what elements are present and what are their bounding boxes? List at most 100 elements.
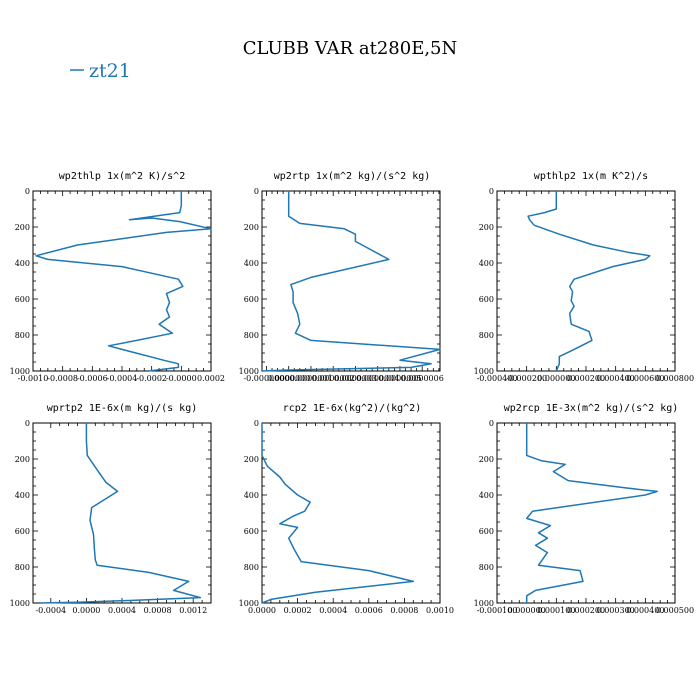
y-tick-label: 600 <box>15 527 30 536</box>
x-tick-label: 0.0004 <box>319 606 347 615</box>
x-tick-label: -0.0004 <box>107 374 138 383</box>
panel-title: rcp2 1E-6x(kg^2)/(kg^2) <box>283 403 421 414</box>
plot-frame <box>261 422 441 604</box>
x-tick-label: 0.0000000 <box>267 374 310 383</box>
y-tick-label: 400 <box>479 491 494 500</box>
x-tick-label: -0.0006 <box>77 374 108 383</box>
panel-6: wp2rcp 1E-3x(m^2 kg)/(s^2 kg) 0 200 400 600 8… <box>474 403 694 615</box>
x-tick-label: 0.0002 <box>284 606 312 615</box>
y-tick-label: 200 <box>244 223 259 232</box>
x-tick-label: 0.000800 <box>656 374 694 383</box>
x-tick-label: -0.000400 <box>477 374 518 383</box>
series-line <box>261 191 441 372</box>
panel-2: wp2rtp 1x(m^2 kg)/(s^2 kg) 0 200 400 600 800 1… <box>239 171 444 383</box>
y-tick-label: 800 <box>244 331 259 340</box>
x-tick-label: 0.0006 <box>355 606 383 615</box>
y-tick-label: 1000 <box>10 599 30 608</box>
y-tick-label: 600 <box>15 295 30 304</box>
y-tick-label: 0 <box>254 187 259 196</box>
x-tick-label: 0.0000006 <box>401 374 444 383</box>
x-tick-label: 0.0000 <box>248 606 276 615</box>
y-tick-label: 600 <box>479 295 494 304</box>
y-tick-label: 0 <box>489 419 494 428</box>
legend: zt21 <box>70 60 131 82</box>
y-tick-label: 200 <box>15 455 30 464</box>
x-tick-label: 0.0000003 <box>334 374 377 383</box>
legend-label: zt21 <box>89 60 131 82</box>
y-tick-label: 400 <box>479 259 494 268</box>
x-tick-label: -0.0008 <box>47 374 78 383</box>
x-tick-label: -0.000200 <box>506 374 547 383</box>
panel-3: wpthlp2 1x(m K^2)/s02004006008001000-0.0… <box>474 171 694 383</box>
y-tick-label: 1000 <box>10 367 30 376</box>
x-tick-label: 0.000400 <box>597 374 635 383</box>
x-tick-label: -0.0002 <box>136 374 167 383</box>
series-line <box>525 423 658 603</box>
x-tick-label: 0.0000001 <box>289 374 332 383</box>
panel-title: wpthlp2 1x(m K^2)/s <box>534 171 648 182</box>
x-tick-label: 0.0000005 <box>378 374 421 383</box>
x-tick-label: 0.000000 <box>508 606 546 615</box>
x-tick-label: 0.000600 <box>626 374 664 383</box>
x-tick-label: 0.000000 <box>537 374 575 383</box>
panel-5: rcp2 1E-6x(kg^2)/(kg^2) 0 200 400 600 800 1000… <box>239 403 454 615</box>
x-tick-label: 0.000500 <box>656 606 694 615</box>
plot-frame <box>32 422 212 604</box>
y-tick-label: 200 <box>479 223 494 232</box>
y-tick-label: 800 <box>15 331 30 340</box>
panel-title: wp2rcp 1E-3x(m^2 kg)/(s^2 kg) <box>504 403 679 414</box>
plot-frame <box>496 422 676 604</box>
plot-frame <box>261 190 441 372</box>
x-tick-label: -0.0004 <box>35 606 66 615</box>
panel-title: wp2thlp 1x(m^2 K)/s^2 <box>59 171 185 182</box>
x-tick-label: -0.0000 <box>166 374 197 383</box>
x-tick-label: 0.000200 <box>567 374 605 383</box>
panels: wp2thlp 1x(m^2 K)/s^202004006008001000-0… <box>10 171 694 615</box>
y-tick-label: 200 <box>15 223 30 232</box>
y-tick-label: 0 <box>25 419 30 428</box>
y-tick-label: 0 <box>25 187 30 196</box>
y-tick-label: 400 <box>15 259 30 268</box>
y-tick-label: 600 <box>244 527 259 536</box>
x-tick-label: 0.0000 <box>72 606 100 615</box>
x-tick-label: -0.0000000 <box>243 374 289 383</box>
series-line <box>527 191 651 372</box>
panel-4: wprtp2 1E-6x(m kg)/(s kg) 0 200 400 600 800 10… <box>10 403 212 615</box>
panel-1: wp2thlp 1x(m^2 K)/s^202004006008001000-0… <box>10 171 225 383</box>
y-tick-label: 200 <box>479 455 494 464</box>
y-tick-label: 800 <box>15 563 30 572</box>
x-tick-label: 0.000100 <box>537 606 575 615</box>
y-tick-label: 800 <box>479 563 494 572</box>
x-tick-label: 0.0008 <box>390 606 418 615</box>
x-tick-label: -0.000100 <box>477 606 518 615</box>
x-tick-label: 0.0012 <box>179 606 207 615</box>
y-tick-label: 600 <box>479 527 494 536</box>
x-tick-label: 0.000300 <box>597 606 635 615</box>
panel-title: wp2rtp 1x(m^2 kg)/(s^2 kg) <box>274 171 431 182</box>
x-tick-label: 0.0008 <box>144 606 172 615</box>
y-tick-label: 1000 <box>474 367 494 376</box>
x-tick-label: 0.0002 <box>197 374 225 383</box>
y-tick-label: 400 <box>15 491 30 500</box>
panel-title: wprtp2 1E-6x(m kg)/(s kg) <box>47 403 198 414</box>
plot-frame <box>32 190 212 372</box>
series-line <box>35 191 212 372</box>
figure-title: CLUBB VAR at280E,5N <box>243 38 458 59</box>
y-tick-label: 1000 <box>474 599 494 608</box>
series-line <box>261 423 415 604</box>
x-tick-label: 0.000400 <box>626 606 664 615</box>
x-tick-label: 0.0000004 <box>356 374 399 383</box>
y-tick-label: 0 <box>489 187 494 196</box>
x-tick-label: 0.0000002 <box>312 374 355 383</box>
series-line <box>40 423 202 604</box>
y-tick-label: 1000 <box>239 599 259 608</box>
x-tick-label: -0.0010 <box>18 374 49 383</box>
x-tick-label: 0.0004 <box>108 606 136 615</box>
x-tick-label: 0.000200 <box>567 606 605 615</box>
y-tick-label: 400 <box>244 491 259 500</box>
y-tick-label: 1000 <box>239 367 259 376</box>
y-tick-label: 200 <box>244 455 259 464</box>
y-tick-label: 800 <box>479 331 494 340</box>
x-tick-label: 0.0010 <box>426 606 454 615</box>
